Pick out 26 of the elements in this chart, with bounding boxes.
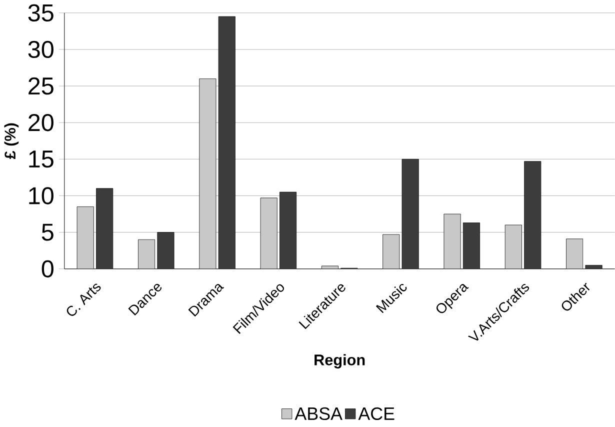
y-tick-label: 10 <box>29 187 54 204</box>
bar <box>321 266 338 269</box>
bar <box>462 222 480 269</box>
legend-label: ACE <box>358 407 394 420</box>
y-tick-label: 20 <box>28 114 54 132</box>
bar <box>444 214 461 269</box>
y-tick-label: 5 <box>42 224 54 241</box>
y-tick-label: 30 <box>28 40 54 58</box>
bar <box>260 198 278 269</box>
bar <box>504 224 522 269</box>
bar <box>566 238 584 269</box>
bar <box>96 188 114 269</box>
bar <box>157 232 174 269</box>
bar <box>138 239 156 269</box>
y-tick-label: 35 <box>28 4 54 22</box>
y-tick-label: 0 <box>42 260 54 278</box>
y-tick-label: 25 <box>28 77 54 95</box>
y-tick-label: 15 <box>29 150 54 168</box>
bar <box>524 161 542 269</box>
bar <box>585 265 602 269</box>
bar <box>280 192 297 269</box>
legend-label: ABSA <box>294 407 342 420</box>
x-axis-title: Region <box>314 354 365 369</box>
bar <box>76 206 94 269</box>
y-axis-title: £ (%) <box>4 123 19 160</box>
x-tick-label: C. Arts <box>66 284 101 316</box>
